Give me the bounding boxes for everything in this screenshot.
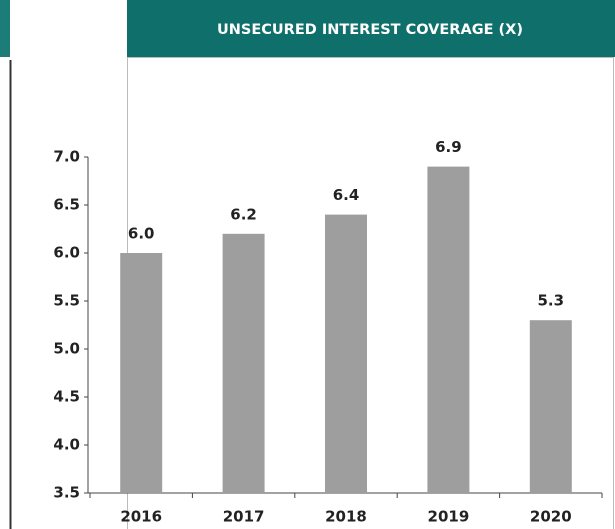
x-tick-label: 2017 (223, 508, 265, 526)
value-label: 6.2 (230, 205, 257, 223)
bar (120, 253, 163, 493)
value-label: 5.3 (538, 292, 565, 310)
value-label: 6.4 (333, 186, 360, 204)
header-bar (127, 0, 615, 57)
x-tick-label: 2019 (428, 508, 470, 526)
value-label: 6.0 (128, 225, 155, 243)
bar (529, 320, 572, 493)
y-tick-label: 6.0 (53, 244, 80, 262)
bar (222, 233, 265, 494)
y-tick-label: 5.0 (53, 340, 80, 358)
y-tick-label: 3.5 (53, 484, 80, 502)
y-tick-label: 4.0 (53, 436, 80, 454)
y-tick-label: 4.5 (53, 388, 80, 406)
value-label: 6.9 (435, 138, 462, 156)
y-tick-label: 5.5 (53, 292, 80, 310)
bar (325, 214, 367, 493)
y-tick-label: 7.0 (53, 148, 80, 166)
x-tick-label: 2020 (530, 508, 572, 526)
bar (427, 166, 470, 493)
side-accent (0, 0, 10, 57)
x-tick-label: 2016 (120, 508, 162, 526)
chart-title: UNSECURED INTEREST COVERAGE (X) (217, 22, 523, 38)
x-tick-label: 2018 (325, 508, 367, 526)
y-tick-label: 6.5 (53, 196, 80, 214)
